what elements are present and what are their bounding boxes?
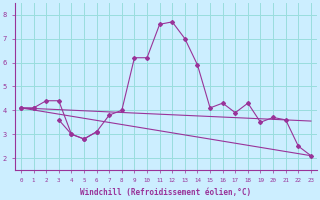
- X-axis label: Windchill (Refroidissement éolien,°C): Windchill (Refroidissement éolien,°C): [80, 188, 252, 197]
